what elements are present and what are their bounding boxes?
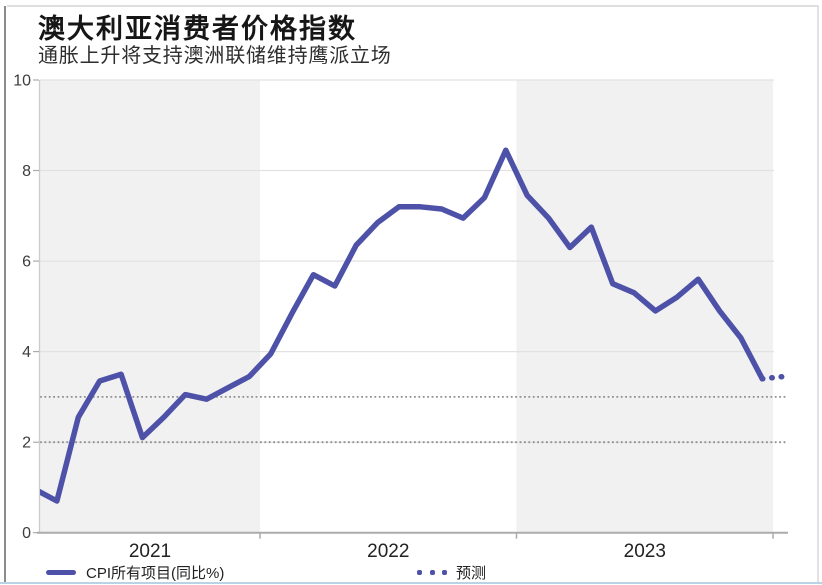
legend-label-forecast: 预测 [456,564,487,582]
cpi-line-swatch [46,569,76,575]
y-axis-tick-label: 4 [22,344,31,361]
window-border-left [4,6,6,583]
year-bands [40,80,773,533]
x-axis-year-label: 2023 [624,541,666,562]
forecast-dot [429,569,435,575]
axis-labels: 2021 2022 2023 0 2 4 6 8 10 [13,73,666,563]
window-border-top [7,5,818,7]
x-axis-year-label: 2021 [129,541,171,562]
y-axis-tick-label: 8 [22,163,31,180]
y-axis-tick-label: 6 [22,254,31,271]
legend-item-cpi: CPI所有项目(同比%) [46,561,224,583]
chart-title: 澳大利亚消费者价格指数 [38,14,357,44]
forecast-dot [417,569,422,575]
y-axis-tick-label: 10 [13,73,31,90]
window-border-bottom [0,582,822,584]
forecast-dotted-line [759,373,787,382]
forecast-dots-swatch [417,569,447,575]
x-axis-year-label: 2022 [367,541,409,562]
cpi-line [40,147,766,504]
legend-label-cpi: CPI所有项目(同比%) [86,564,225,582]
y-axis-tick-label: 2 [22,435,31,452]
y-axis-tick-label: 0 [22,525,31,542]
year-band [516,80,773,533]
legend-item-forecast: 预测 [417,561,486,583]
legend: CPI所有项目(同比%) 预测 [0,561,810,583]
year-band [40,80,260,533]
window-border-right [817,5,819,583]
axis-ticks [33,79,774,539]
forecast-dot [442,569,447,575]
chart-subtitle: 通胀上升将支持澳洲联储维持鹰派立场 [38,45,392,67]
target-band-dashed-lines [40,395,787,444]
